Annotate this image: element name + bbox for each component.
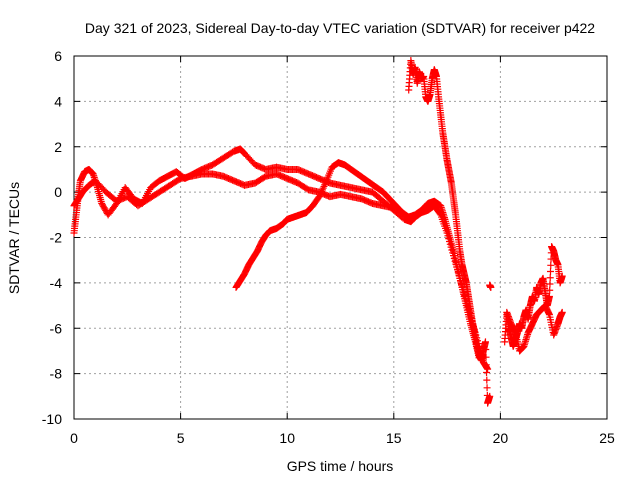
y-tick-label: 6 xyxy=(54,48,62,64)
y-axis-label: SDTVAR / TECUs xyxy=(6,182,22,294)
y-tick-label: 0 xyxy=(54,184,62,200)
data-point xyxy=(486,392,494,400)
data-point xyxy=(483,368,491,376)
grid xyxy=(74,56,607,419)
data-point xyxy=(558,272,566,280)
x-axis-label: GPS time / hours xyxy=(287,458,394,474)
series-track-f xyxy=(503,302,566,355)
data-point xyxy=(319,184,327,192)
data-point xyxy=(546,280,554,288)
x-tick-label: 15 xyxy=(386,430,402,446)
data-point xyxy=(487,283,495,291)
x-tick-labels: 0 5 10 15 20 25 xyxy=(70,430,615,446)
data-point xyxy=(483,384,491,392)
data-point xyxy=(558,308,566,316)
data-point xyxy=(482,346,490,354)
data-point xyxy=(318,188,326,196)
x-tick-label: 25 xyxy=(599,430,615,446)
x-tick-label: 20 xyxy=(493,430,509,446)
x-tick-label: 5 xyxy=(177,430,185,446)
data-point xyxy=(546,274,554,282)
data-point xyxy=(315,193,323,201)
data-point xyxy=(481,338,489,346)
y-tick-label: 4 xyxy=(54,93,62,109)
series-track-d xyxy=(405,57,494,407)
y-tick-label: -2 xyxy=(50,230,63,246)
data-point xyxy=(317,189,325,197)
data-point xyxy=(320,182,328,190)
x-tick-label: 0 xyxy=(70,430,78,446)
series-track-g xyxy=(486,281,495,291)
data-point xyxy=(547,268,555,276)
data-point xyxy=(482,353,490,361)
data-point xyxy=(546,286,554,294)
data-point xyxy=(316,191,324,199)
y-tick-label: -8 xyxy=(50,366,63,382)
data-point xyxy=(483,376,491,384)
y-tick-label: 2 xyxy=(54,139,62,155)
y-tick-labels: -10 -8 -6 -4 -2 0 2 4 6 xyxy=(42,48,62,427)
y-tick-label: -4 xyxy=(50,275,63,291)
series-track-b xyxy=(70,170,398,212)
data-point xyxy=(545,292,553,300)
series-track-c xyxy=(232,159,483,362)
data-point xyxy=(482,361,490,369)
y-tick-label: -10 xyxy=(42,411,62,427)
series-track-a xyxy=(70,145,492,373)
y-tick-label: -6 xyxy=(50,320,63,336)
data-point xyxy=(484,365,492,373)
data-point xyxy=(547,261,555,269)
x-tick-label: 10 xyxy=(279,430,295,446)
data-point xyxy=(321,181,329,189)
chart-title: Day 321 of 2023, Sidereal Day-to-day VTE… xyxy=(85,20,595,36)
data-point xyxy=(318,186,326,194)
data-series xyxy=(70,57,566,407)
